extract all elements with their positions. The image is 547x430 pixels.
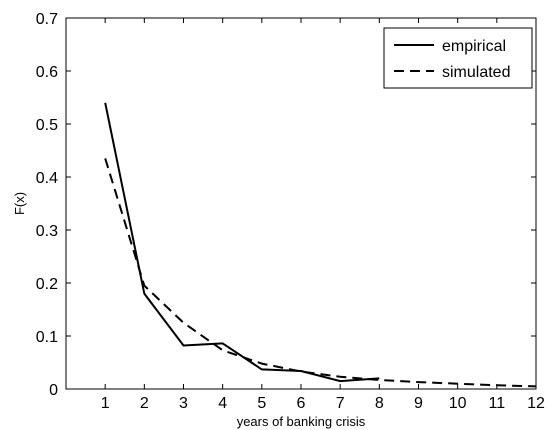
x-tick-label: 11 bbox=[489, 395, 506, 412]
y-tick-label: 0.7 bbox=[36, 11, 58, 28]
x-tick-label: 4 bbox=[218, 395, 227, 412]
y-tick-label: 0.2 bbox=[36, 276, 58, 293]
legend-label: empirical bbox=[442, 38, 506, 55]
x-tick-label: 3 bbox=[179, 395, 188, 412]
x-tick-label: 2 bbox=[140, 395, 149, 412]
x-tick-label: 9 bbox=[414, 395, 423, 412]
x-tick-label: 1 bbox=[101, 395, 110, 412]
y-tick-label: 0.3 bbox=[36, 223, 58, 240]
series-line-empirical bbox=[104, 102, 380, 383]
y-axis-label: F(x) bbox=[12, 192, 27, 215]
y-tick-label: 0 bbox=[49, 382, 58, 399]
x-tick-label: 6 bbox=[297, 395, 306, 412]
legend: empirical simulated bbox=[383, 27, 533, 89]
x-axis-label: years of banking crisis bbox=[237, 414, 366, 429]
x-tick-label: 8 bbox=[375, 395, 384, 412]
y-tick-label: 0.6 bbox=[36, 64, 58, 81]
legend-box bbox=[383, 27, 533, 89]
y-tick-label: 0.4 bbox=[36, 170, 58, 187]
series-line-simulated bbox=[104, 158, 537, 388]
x-tick-label: 7 bbox=[336, 395, 345, 412]
y-tick-label: 0.5 bbox=[36, 117, 58, 134]
x-tick-label: 10 bbox=[449, 395, 467, 412]
x-tick-label: 5 bbox=[257, 395, 266, 412]
x-tick-label: 12 bbox=[527, 395, 545, 412]
y-tick-label: 0.1 bbox=[36, 329, 58, 346]
legend-label: simulated bbox=[442, 64, 510, 81]
